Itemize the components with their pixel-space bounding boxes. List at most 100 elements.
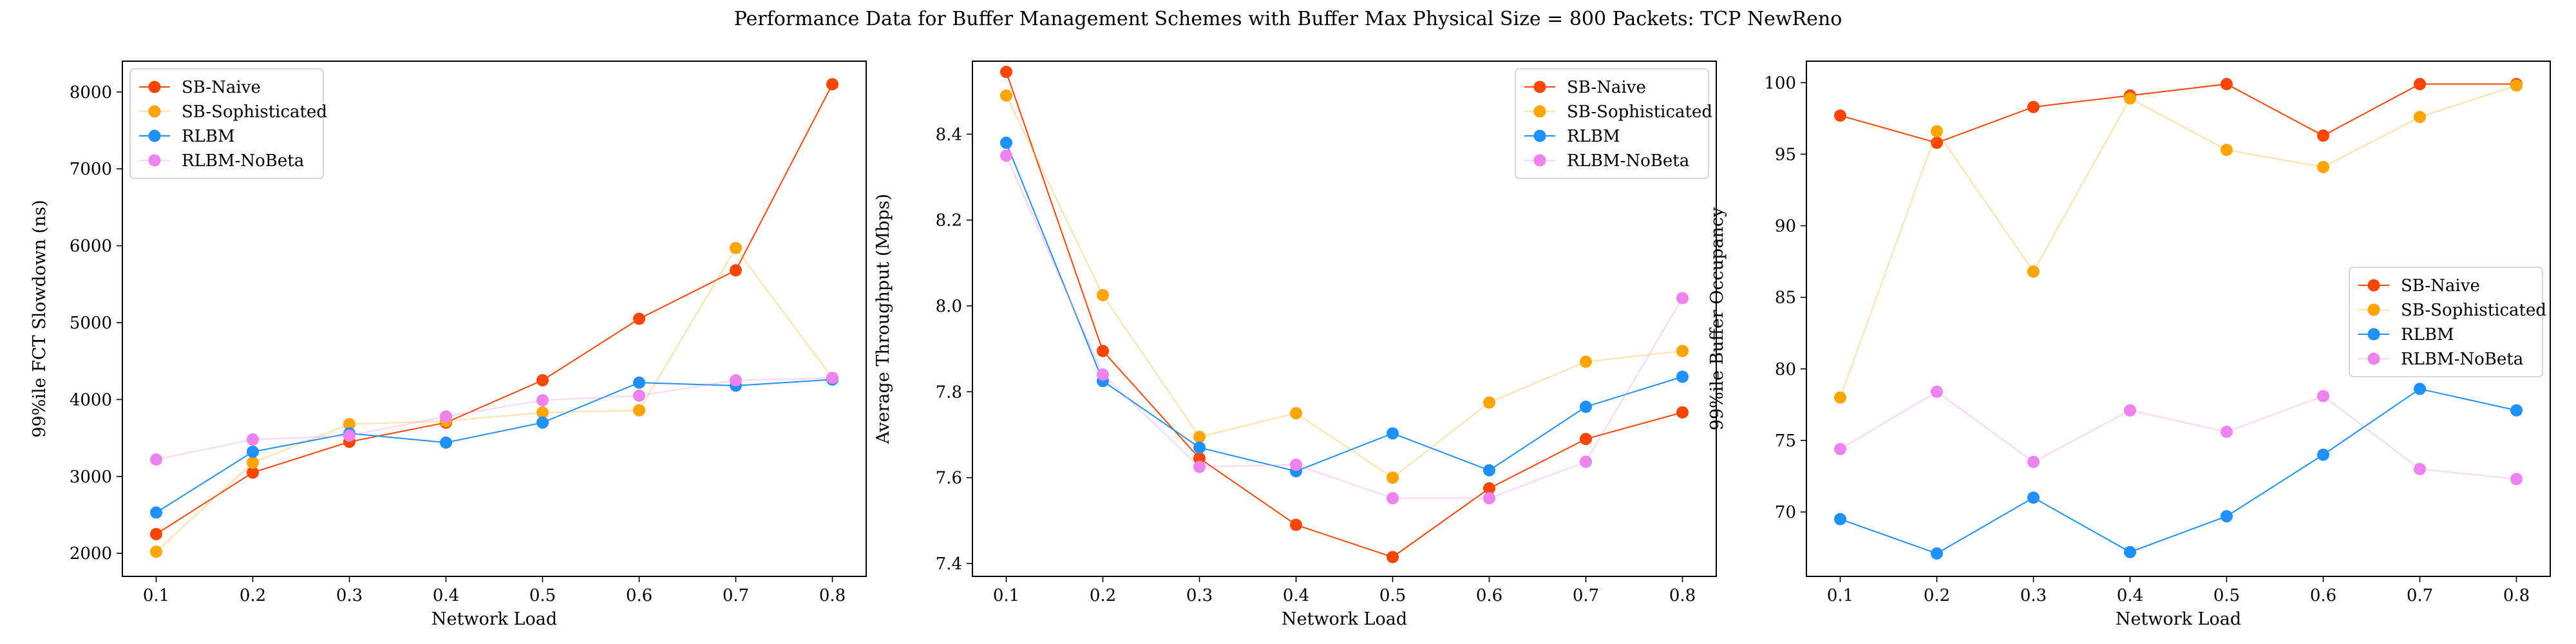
series-line-4	[156, 377, 833, 460]
data-point	[1676, 406, 1689, 419]
data-point	[2221, 426, 2233, 439]
y-tick-label: 85	[1775, 289, 1796, 308]
x-axis-label: Network Load	[431, 609, 557, 629]
data-point	[2317, 160, 2329, 173]
legend-swatch-marker	[148, 105, 161, 118]
data-point	[730, 264, 742, 277]
data-point	[2414, 78, 2426, 91]
legend-swatch-marker	[2367, 328, 2380, 341]
x-tick-label: 0.2	[240, 586, 266, 605]
data-point	[1931, 547, 1943, 560]
axes-frame	[972, 61, 1717, 577]
legend-swatch-marker	[148, 80, 161, 93]
y-tick-label: 95	[1775, 145, 1796, 164]
legend-label: SB-Sophisticated	[2401, 301, 2546, 320]
data-point	[1834, 442, 1846, 455]
data-point	[1931, 385, 1943, 398]
legend-swatch-marker	[1533, 129, 1546, 142]
legend-box	[129, 68, 324, 179]
data-point	[1097, 368, 1109, 381]
data-point	[1290, 407, 1302, 420]
data-point	[1483, 492, 1495, 505]
y-tick-label: 7.4	[936, 554, 962, 574]
y-axis-label: 99%ile Buffer Occupancy	[1707, 207, 1727, 430]
data-point	[1931, 125, 1943, 138]
data-point	[2221, 144, 2233, 156]
legend-label: RLBM	[182, 127, 235, 146]
data-point	[2027, 491, 2040, 504]
data-point	[2221, 78, 2233, 91]
y-tick-label: 2000	[70, 544, 112, 564]
data-point	[2027, 265, 2040, 278]
axes-frame	[122, 61, 867, 577]
data-point	[2027, 100, 2040, 113]
data-point	[730, 374, 742, 387]
x-tick-label: 0.1	[143, 586, 169, 605]
data-point	[1290, 459, 1302, 471]
x-tick-label: 0.3	[2020, 586, 2047, 605]
legend-swatch-marker	[1533, 80, 1546, 93]
data-point	[2317, 448, 2329, 461]
data-point	[633, 312, 645, 325]
legend-swatch-marker	[2367, 352, 2380, 365]
data-point	[1483, 396, 1495, 409]
x-tick-label: 0.6	[1476, 586, 1502, 605]
y-tick-label: 70	[1775, 503, 1796, 522]
x-axis-label: Network Load	[2116, 609, 2241, 629]
data-point	[150, 506, 162, 519]
data-point	[1387, 471, 1399, 484]
data-point	[2124, 545, 2136, 558]
y-tick-label: 4000	[70, 390, 112, 410]
x-tick-label: 0.4	[2117, 586, 2143, 605]
y-tick-label: 90	[1775, 217, 1796, 236]
x-tick-label: 0.6	[2310, 586, 2336, 605]
data-point	[633, 376, 645, 389]
data-point	[2317, 129, 2329, 142]
data-point	[2124, 92, 2136, 105]
data-point	[1193, 460, 1206, 473]
y-tick-label: 7000	[70, 160, 112, 179]
data-point	[536, 406, 549, 419]
data-point	[440, 436, 452, 449]
data-point	[2317, 390, 2329, 402]
data-point	[247, 466, 259, 479]
legend-swatch-marker	[1533, 154, 1546, 167]
legend-label: RLBM	[1567, 127, 1620, 146]
x-tick-label: 0.3	[1186, 586, 1213, 605]
data-point	[1834, 109, 1846, 122]
legend-label: SB-Naive	[2401, 276, 2480, 296]
x-tick-label: 0.6	[626, 586, 652, 605]
y-tick-label: 7.6	[936, 469, 962, 488]
series-line-4	[1005, 155, 1683, 499]
legend-swatch-marker	[2367, 279, 2380, 292]
x-tick-label: 0.2	[1924, 586, 1950, 605]
data-point	[1580, 433, 1592, 446]
data-point	[150, 527, 162, 540]
legend-box	[2349, 267, 2543, 377]
data-point	[1676, 370, 1689, 383]
data-point	[536, 394, 549, 407]
x-tick-label: 0.5	[529, 586, 556, 605]
data-point	[1834, 513, 1846, 526]
data-point	[1580, 455, 1592, 468]
data-point	[247, 456, 259, 469]
legend-label: SB-Naive	[1567, 78, 1646, 97]
data-point	[150, 453, 162, 466]
data-point	[247, 433, 259, 446]
series-line-3	[1840, 388, 2517, 554]
x-tick-label: 0.7	[1573, 586, 1599, 605]
series-line-1	[155, 84, 833, 535]
data-point	[1387, 427, 1399, 440]
x-tick-label: 0.7	[2407, 586, 2433, 605]
data-point	[440, 410, 452, 423]
x-axis-label: Network Load	[1282, 609, 1407, 629]
legend-label: RLBM	[2401, 325, 2454, 345]
series-line-3	[1005, 142, 1683, 472]
legend-label: SB-Sophisticated	[1567, 102, 1712, 122]
data-point	[1483, 482, 1495, 495]
data-point	[633, 389, 645, 402]
data-point	[1097, 289, 1109, 301]
data-point	[1000, 89, 1012, 102]
data-point	[2510, 404, 2523, 417]
data-point	[633, 404, 645, 417]
